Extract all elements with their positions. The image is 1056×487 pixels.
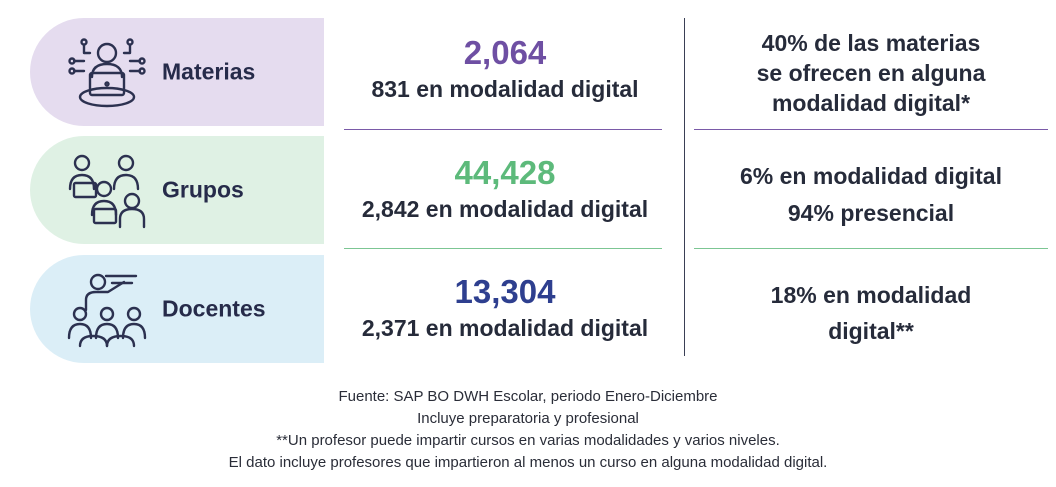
row-docentes: Docentes 13,304 2,371 en modalidad digit… bbox=[0, 255, 1056, 363]
docentes-pill: Docentes bbox=[30, 255, 324, 363]
grupos-divider-mid bbox=[344, 248, 662, 249]
grupos-total: 44,428 bbox=[454, 154, 556, 191]
docentes-note-line-1: 18% en modalidad bbox=[770, 282, 972, 308]
materias-label: Materias bbox=[162, 58, 256, 85]
materias-note-line-3: modalidad digital* bbox=[771, 90, 971, 116]
laptop-user-network-icon bbox=[68, 38, 146, 108]
materias-divider-right bbox=[694, 129, 1048, 130]
docentes-stats: 13,304 2,371 en modalidad digital bbox=[330, 273, 680, 343]
group-laptops-icon bbox=[68, 154, 146, 229]
grupos-divider-right bbox=[694, 248, 1048, 249]
materias-pill: Materias bbox=[30, 18, 324, 126]
footnote-source: Fuente: SAP BO DWH Escolar, periodo Ener… bbox=[338, 388, 718, 405]
grupos-note: 6% en modalidad digital 94% presencial bbox=[690, 154, 1052, 228]
footnote-scope: Incluye preparatoria y profesional bbox=[417, 410, 639, 427]
docentes-label: Docentes bbox=[162, 295, 266, 322]
grupos-note-line-1: 6% en modalidad digital bbox=[740, 163, 1002, 189]
materias-digital: 831 en modalidad digital bbox=[371, 76, 639, 102]
materias-stats: 2,064 831 en modalidad digital bbox=[330, 34, 680, 104]
teacher-audience-icon bbox=[67, 273, 147, 348]
docentes-note-line-2: digital** bbox=[828, 318, 914, 344]
grupos-digital: 2,842 en modalidad digital bbox=[361, 196, 649, 222]
grupos-stats: 44,428 2,842 en modalidad digital bbox=[330, 154, 680, 224]
footnotes: Fuente: SAP BO DWH Escolar, periodo Ener… bbox=[0, 386, 1056, 474]
materias-note-line-1: 40% de las materias bbox=[761, 30, 981, 56]
docentes-total: 13,304 bbox=[454, 273, 556, 310]
row-grupos: Grupos 44,428 2,842 en modalidad digital… bbox=[0, 136, 1056, 244]
vertical-divider bbox=[684, 18, 685, 356]
materias-divider-mid bbox=[344, 129, 662, 130]
grupos-pill: Grupos bbox=[30, 136, 324, 244]
footnote-teachers: **Un profesor puede impartir cursos en v… bbox=[276, 432, 780, 449]
materias-note-line-2: se ofrecen en alguna bbox=[756, 60, 986, 86]
grupos-note-line-2: 94% presencial bbox=[787, 200, 955, 226]
materias-total: 2,064 bbox=[463, 34, 547, 71]
docentes-note: 18% en modalidad digital** bbox=[690, 277, 1052, 349]
footnote-digital: El dato incluye profesores que impartier… bbox=[228, 454, 828, 471]
materias-note: 40% de las materias se ofrecen en alguna… bbox=[690, 28, 1052, 118]
grupos-label: Grupos bbox=[162, 176, 244, 203]
docentes-digital: 2,371 en modalidad digital bbox=[361, 315, 649, 341]
row-materias: Materias 2,064 831 en modalidad digital … bbox=[0, 18, 1056, 126]
